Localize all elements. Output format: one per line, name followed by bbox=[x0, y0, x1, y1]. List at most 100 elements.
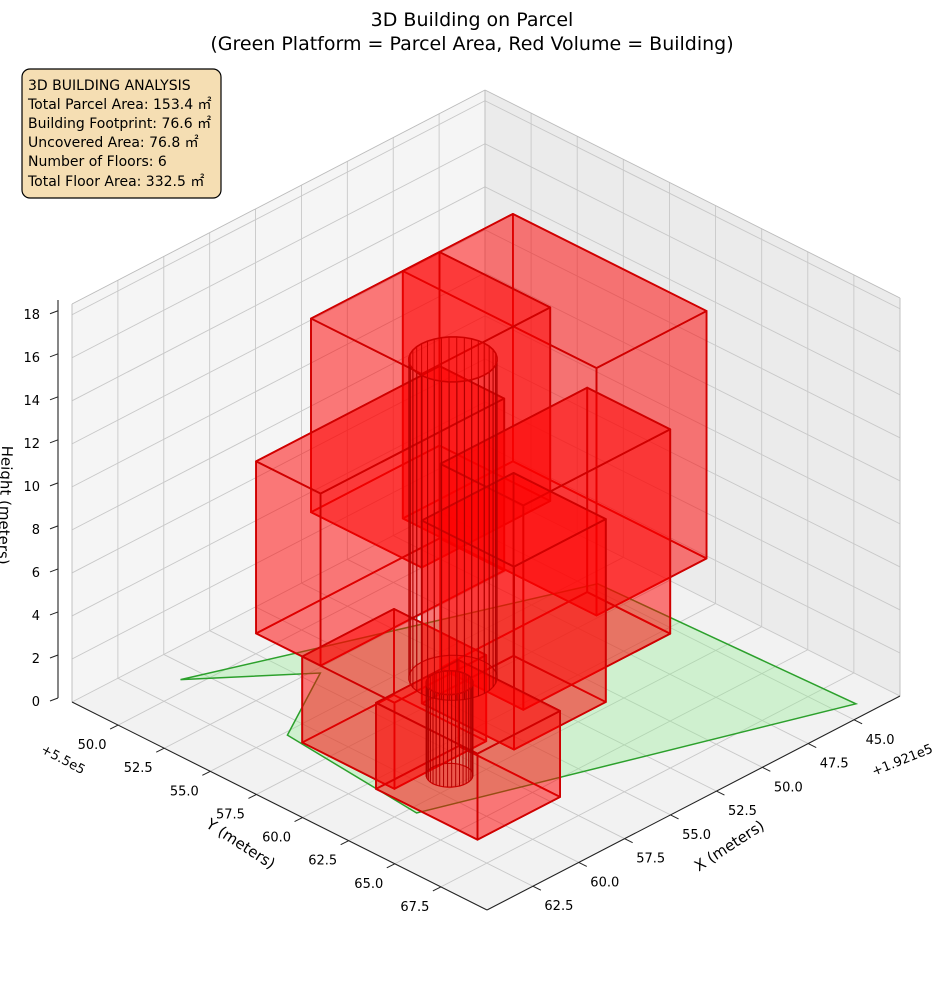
z-tick-mark-0 bbox=[49, 697, 59, 702]
cylinder-0-top bbox=[408, 336, 498, 383]
y-tick-label-0: 50.0 bbox=[78, 738, 107, 753]
grid-lines bbox=[71, 100, 901, 888]
info-line-parcel-area: Total Parcel Area: 153.4 ㎡ bbox=[27, 97, 212, 113]
y-grid-floor-5 bbox=[348, 626, 762, 842]
x-tick-mark-0 bbox=[853, 719, 863, 725]
y-tick-mark-0 bbox=[109, 724, 119, 730]
building-block-0 bbox=[401, 212, 708, 617]
z-tick-label-9: 18 bbox=[23, 308, 40, 323]
z-grid-left-6 bbox=[71, 229, 486, 445]
y-tick-mark-1 bbox=[155, 747, 165, 753]
x-axis-label: X (meters) bbox=[691, 817, 768, 875]
y-axis-line bbox=[71, 701, 488, 911]
z-tick-label-8: 16 bbox=[23, 351, 40, 366]
building-block-6 bbox=[375, 659, 561, 841]
z-grid-right-5 bbox=[484, 272, 901, 482]
pane-edge-4 bbox=[484, 89, 901, 299]
block-5-face-5 bbox=[301, 608, 488, 704]
y-tick-mark-3 bbox=[248, 793, 257, 799]
z-tick-label-3: 6 bbox=[32, 566, 40, 581]
left-wall-pane bbox=[72, 90, 485, 702]
info-line-title: 3D BUILDING ANALYSIS bbox=[28, 78, 191, 94]
z-tick-label-6: 12 bbox=[23, 437, 40, 452]
chart-title: 3D Building on Parcel bbox=[371, 9, 574, 31]
z-tick-mark-2 bbox=[49, 611, 59, 616]
x-tick-mark-3 bbox=[716, 790, 725, 796]
z-tick-mark-3 bbox=[49, 568, 59, 573]
y-grid-floor-4 bbox=[302, 603, 716, 818]
z-tick-mark-8 bbox=[49, 353, 59, 358]
z-tick-mark-5 bbox=[49, 482, 59, 487]
y-grid-floor-1 bbox=[164, 533, 578, 749]
x-tick-mark-5 bbox=[624, 838, 633, 844]
y-tick-mark-4 bbox=[294, 817, 303, 823]
z-tick-mark-9 bbox=[49, 310, 59, 315]
x-grid-floor-6 bbox=[163, 654, 579, 863]
y-tick-label-7: 67.5 bbox=[400, 900, 429, 915]
z-grid-left-7 bbox=[71, 186, 486, 402]
block-2-face-3 bbox=[255, 460, 322, 667]
x-tick-label-6: 60.0 bbox=[590, 875, 619, 890]
z-tick-label-5: 10 bbox=[23, 480, 40, 495]
info-box: 3D BUILDING ANALYSIS Total Parcel Area: … bbox=[21, 68, 222, 199]
info-line-footprint: Building Footprint: 76.6 ㎡ bbox=[28, 116, 211, 132]
building-cylinder-0 bbox=[408, 336, 498, 701]
right-wall-pane bbox=[485, 90, 900, 696]
axis-lines bbox=[57, 89, 901, 911]
y-tick-mark-6 bbox=[386, 863, 396, 869]
info-line-uncovered: Uncovered Area: 76.8 ㎡ bbox=[28, 135, 199, 151]
x-tick-mark-7 bbox=[532, 885, 542, 891]
y-tick-mark-2 bbox=[202, 770, 211, 776]
y-tick-label-6: 65.0 bbox=[354, 877, 383, 892]
parcel-polygon bbox=[180, 583, 859, 814]
z-grid-right-8 bbox=[484, 143, 901, 353]
y-grid-floor-7 bbox=[440, 672, 855, 888]
z-grid-right-9 bbox=[484, 100, 901, 310]
z-axis-label: Height (meters) bbox=[0, 445, 16, 565]
z-grid-left-4 bbox=[71, 315, 486, 531]
y-tick-mark-7 bbox=[432, 886, 442, 892]
z-tick-label-7: 14 bbox=[23, 394, 40, 409]
cylinder-1-top bbox=[425, 669, 474, 696]
x-grid-floor-0 bbox=[438, 511, 855, 721]
y-tick-label-1: 52.5 bbox=[124, 761, 153, 776]
x-axis-line bbox=[486, 695, 901, 911]
x-tick-mark-6 bbox=[578, 861, 588, 867]
z-tick-mark-4 bbox=[49, 525, 59, 530]
z-grid-right-4 bbox=[484, 315, 901, 525]
z-grid-right-0 bbox=[484, 487, 901, 697]
z-tick-label-2: 4 bbox=[32, 609, 40, 624]
info-line-floors: Number of Floors: 6 bbox=[28, 154, 167, 170]
info-line-floor-area: Total Floor Area: 332.5 ㎡ bbox=[27, 174, 204, 190]
x-tick-label-1: 47.5 bbox=[820, 757, 849, 772]
block-4-face-5 bbox=[420, 471, 607, 568]
y-tick-label-5: 62.5 bbox=[308, 854, 337, 869]
x-grid-floor-1 bbox=[393, 535, 809, 744]
z-grid-left-9 bbox=[71, 100, 486, 316]
x-tick-label-3: 52.5 bbox=[728, 804, 757, 819]
x-grid-floor-5 bbox=[209, 630, 625, 840]
x-grid-floor-3 bbox=[301, 582, 717, 792]
x-tick-label-5: 57.5 bbox=[636, 852, 665, 867]
z-grid-right-1 bbox=[484, 444, 901, 654]
z-tick-label-4: 8 bbox=[32, 523, 40, 538]
block-2-face-5 bbox=[255, 365, 506, 495]
z-grid-left-8 bbox=[71, 143, 486, 359]
z-grid-left-1 bbox=[71, 444, 486, 660]
z-grid-right-7 bbox=[484, 186, 901, 396]
x-tick-label-7: 62.5 bbox=[544, 899, 573, 914]
y-tick-label-2: 55.0 bbox=[170, 784, 199, 799]
building-cylinder-1 bbox=[425, 669, 474, 788]
z-tick-label-1: 2 bbox=[32, 652, 40, 667]
y-tick-label-4: 60.0 bbox=[262, 831, 291, 846]
z-grid-left-3 bbox=[71, 358, 486, 574]
z-tick-mark-6 bbox=[49, 439, 59, 444]
y-grid-floor-6 bbox=[394, 649, 808, 865]
y-tick-mark-5 bbox=[340, 840, 349, 846]
parcel-platform bbox=[180, 583, 859, 814]
x-tick-mark-4 bbox=[670, 814, 679, 820]
chart-subtitle: (Green Platform = Parcel Area, Red Volum… bbox=[210, 33, 733, 55]
z-grid-left-0 bbox=[71, 487, 486, 703]
x-tick-label-4: 55.0 bbox=[682, 828, 711, 843]
